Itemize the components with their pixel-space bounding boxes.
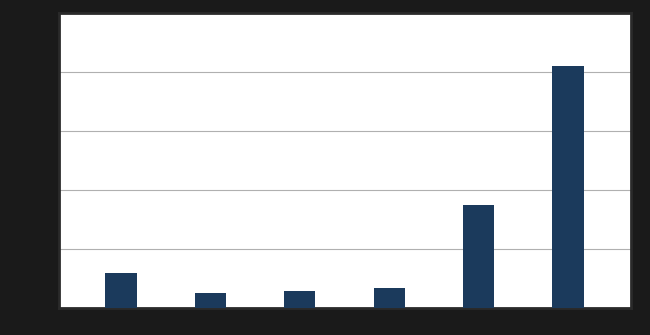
- Bar: [552, 66, 584, 308]
- Bar: [284, 290, 315, 308]
- Bar: [374, 287, 405, 308]
- Bar: [105, 273, 136, 308]
- Bar: [195, 293, 226, 308]
- Bar: [463, 205, 494, 308]
